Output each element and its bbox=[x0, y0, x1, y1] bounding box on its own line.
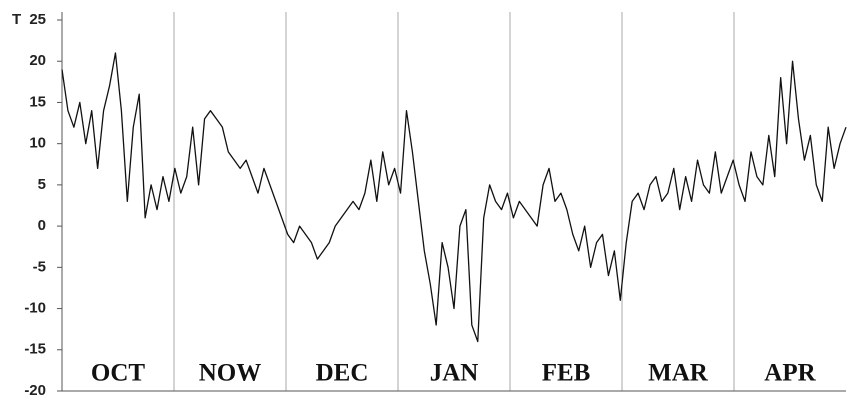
y-tick-label: -5 bbox=[33, 258, 46, 275]
month-label: DEC bbox=[316, 360, 369, 387]
month-label: OCT bbox=[91, 360, 146, 387]
y-tick-label: 10 bbox=[29, 135, 46, 152]
month-label: FEB bbox=[542, 360, 591, 387]
month-label: MAR bbox=[648, 360, 709, 387]
month-label: NOW bbox=[199, 360, 262, 387]
y-axis-label: T bbox=[12, 11, 21, 28]
y-tick-label: 5 bbox=[38, 176, 46, 193]
y-tick-label: 20 bbox=[29, 52, 46, 69]
y-tick-label: -15 bbox=[24, 341, 46, 358]
month-label: APR bbox=[764, 360, 816, 387]
y-tick-label: -10 bbox=[24, 300, 46, 317]
month-label: JAN bbox=[430, 360, 479, 387]
y-tick-label: 0 bbox=[38, 217, 46, 234]
temperature-line bbox=[61, 52, 847, 343]
y-tick-label: -20 bbox=[24, 382, 46, 399]
y-tick-label: 15 bbox=[29, 93, 46, 110]
y-tick-label: 25 bbox=[29, 11, 46, 28]
